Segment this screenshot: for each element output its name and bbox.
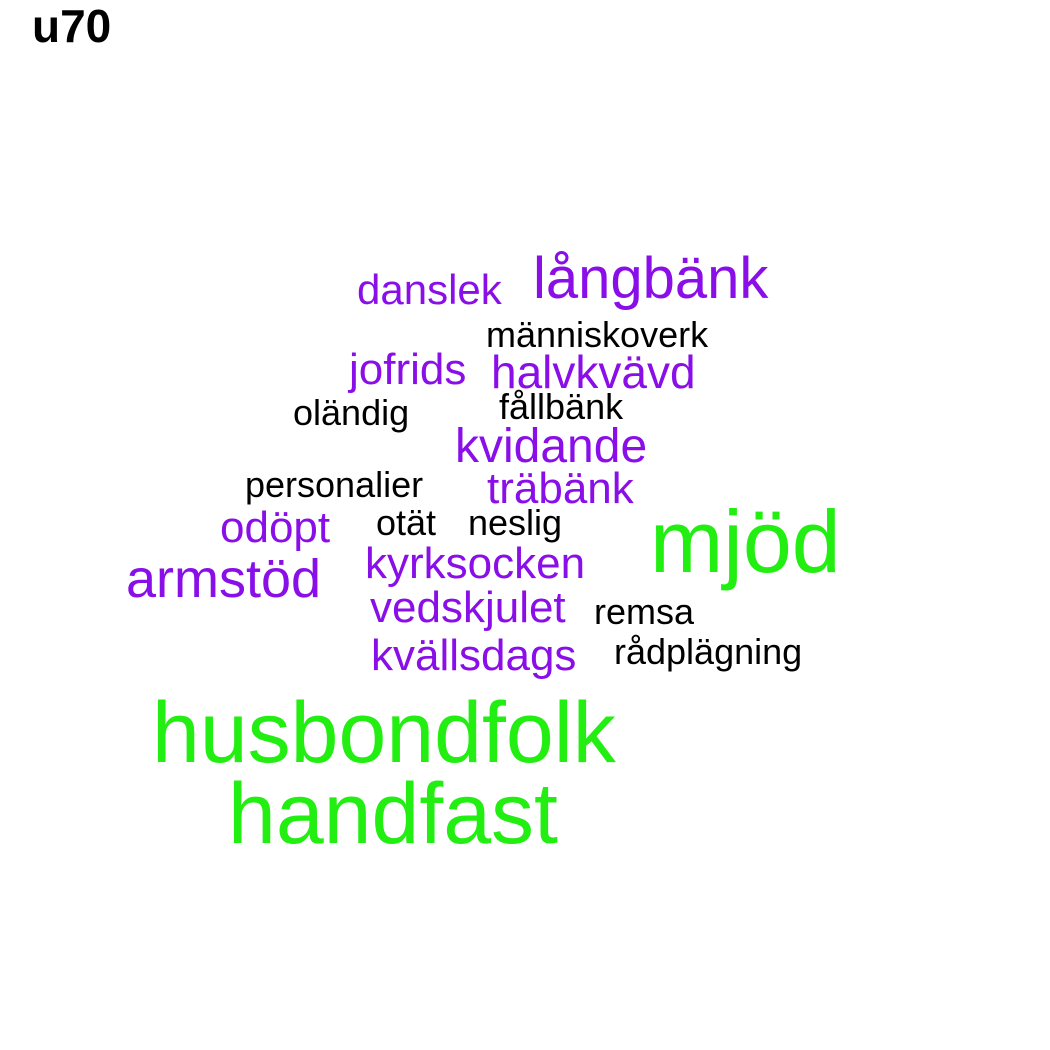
cloud-word: oländig <box>293 392 410 434</box>
cloud-word: odöpt <box>220 502 331 552</box>
cloud-word: husbondfolk <box>152 685 616 782</box>
cloud-word: fållbänk <box>499 386 624 428</box>
cloud-word: danslek <box>357 265 502 313</box>
cloud-word: halvkvävd <box>491 346 696 399</box>
cloud-word: vedskjulet <box>370 582 566 632</box>
cloud-word: människoverk <box>486 314 709 356</box>
cloud-word: handfast <box>228 766 558 863</box>
cloud-word: personalier <box>245 464 424 506</box>
cloud-word: jofrids <box>349 344 467 394</box>
cloud-word: kvidande <box>455 419 648 473</box>
cloud-word: armstöd <box>126 548 322 609</box>
cloud-word: rådplägning <box>614 631 803 673</box>
cloud-word: träbänk <box>487 463 634 513</box>
cloud-word: otät <box>376 502 437 544</box>
cloud-word: remsa <box>594 591 695 633</box>
cloud-title: u70 <box>32 0 112 52</box>
cloud-word: kvällsdags <box>371 630 577 680</box>
cloud-word: mjöd <box>650 491 841 591</box>
cloud-word: kyrksocken <box>365 538 586 588</box>
cloud-word: långbänk <box>533 246 769 312</box>
cloud-word: neslig <box>468 502 563 544</box>
